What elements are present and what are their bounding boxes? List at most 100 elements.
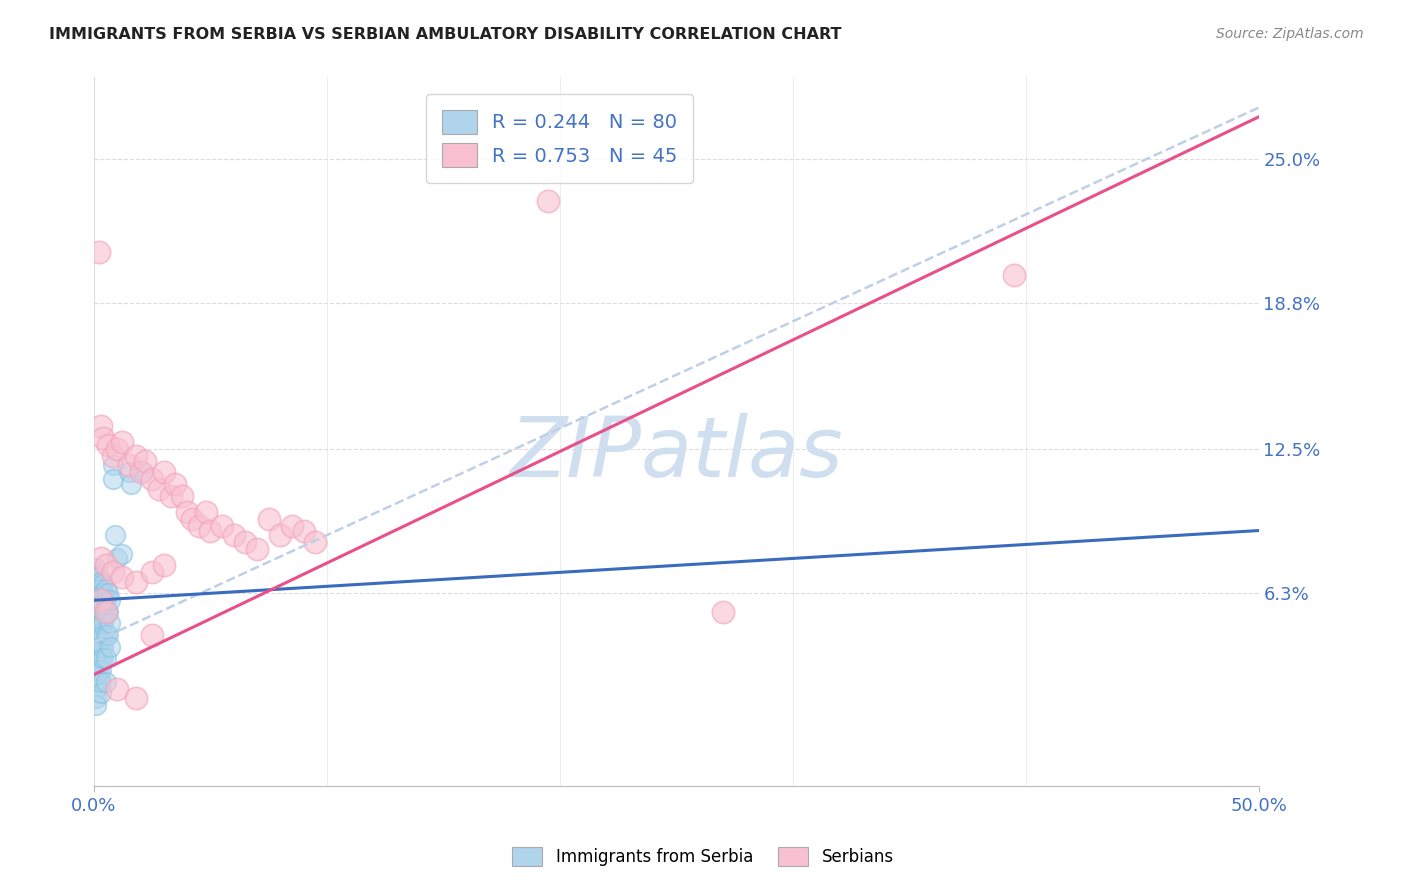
Point (84, 631, 107, 645)
Point (87, 598, 110, 612)
Point (118, 458, 141, 473)
Point (129, 466, 152, 480)
Point (90, 640, 112, 654)
Point (84, 654, 107, 668)
Point (87, 593, 110, 607)
Point (84, 640, 107, 654)
Point (84, 621, 107, 635)
Point (98, 640, 121, 654)
Point (176, 505, 198, 519)
Point (246, 542, 269, 557)
Point (105, 681, 128, 696)
Point (165, 477, 187, 491)
Point (101, 472, 124, 486)
Point (91, 605, 114, 619)
Point (87, 625, 110, 640)
Point (87, 674, 110, 689)
Text: ZIPatlas: ZIPatlas (509, 413, 844, 493)
Point (90, 625, 112, 640)
Point (537, 194, 560, 208)
Point (132, 466, 155, 480)
Point (84, 593, 107, 607)
Point (84, 690, 107, 705)
Point (84, 602, 107, 616)
Point (84, 589, 107, 603)
Point (211, 519, 233, 533)
Point (84, 607, 107, 622)
Point (90, 616, 112, 631)
Point (187, 519, 209, 533)
Point (141, 628, 163, 642)
Point (84, 584, 107, 599)
Point (257, 512, 280, 526)
Point (90, 419, 112, 434)
Point (159, 489, 181, 503)
Point (98, 593, 121, 607)
Point (90, 607, 112, 622)
Point (87, 579, 110, 593)
Point (125, 449, 148, 463)
Point (94, 593, 117, 607)
Point (94, 582, 117, 596)
Point (91, 616, 114, 631)
Point (90, 598, 112, 612)
Point (84, 579, 107, 593)
Point (233, 535, 256, 549)
Point (172, 489, 194, 503)
Point (84, 612, 107, 626)
Point (91, 431, 114, 445)
Point (87, 663, 110, 677)
Point (87, 644, 110, 658)
Point (97, 605, 120, 619)
Point (94, 605, 117, 619)
Point (84, 644, 107, 658)
Point (84, 674, 107, 689)
Point (104, 528, 127, 542)
Point (194, 505, 217, 519)
Point (90, 651, 112, 665)
Point (134, 454, 156, 468)
Point (87, 602, 110, 616)
Legend: R = 0.244   N = 80, R = 0.753   N = 45: R = 0.244 N = 80, R = 0.753 N = 45 (426, 95, 693, 183)
Point (90, 582, 112, 596)
Point (91, 651, 114, 665)
Text: Source: ZipAtlas.com: Source: ZipAtlas.com (1216, 27, 1364, 41)
Point (84, 598, 107, 612)
Point (87, 589, 110, 603)
Point (91, 586, 114, 600)
Point (90, 551, 112, 566)
Point (111, 570, 134, 584)
Point (87, 654, 110, 668)
Text: IMMIGRANTS FROM SERBIA VS SERBIAN AMBULATORY DISABILITY CORRELATION CHART: IMMIGRANTS FROM SERBIA VS SERBIAN AMBULA… (49, 27, 842, 42)
Point (84, 570, 107, 584)
Point (84, 566, 107, 580)
Point (91, 596, 114, 610)
Point (111, 547, 134, 561)
Point (148, 482, 170, 496)
Point (84, 648, 107, 663)
Point (94, 628, 117, 642)
Point (101, 566, 124, 580)
Point (87, 616, 110, 631)
Point (711, 605, 734, 619)
Point (87, 584, 110, 599)
Point (90, 674, 112, 689)
Point (84, 574, 107, 589)
Point (222, 528, 245, 542)
Point (84, 635, 107, 649)
Point (105, 442, 128, 457)
Point (281, 519, 304, 533)
Point (97, 437, 120, 451)
Point (84, 698, 107, 712)
Point (292, 524, 315, 538)
Legend: Immigrants from Serbia, Serbians: Immigrants from Serbia, Serbians (506, 840, 900, 873)
Point (141, 472, 163, 486)
Point (90, 663, 112, 677)
Point (84, 616, 107, 631)
Point (91, 577, 114, 591)
Point (153, 558, 176, 573)
Point (98, 616, 121, 631)
Point (91, 628, 114, 642)
Point (180, 512, 202, 526)
Point (94, 651, 117, 665)
